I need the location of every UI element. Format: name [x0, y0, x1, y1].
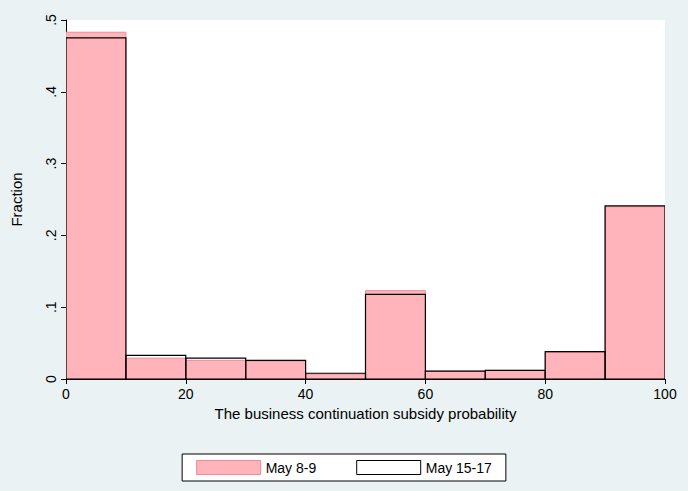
- svg-text:80: 80: [537, 386, 553, 402]
- svg-text:20: 20: [178, 386, 194, 402]
- svg-text:.3: .3: [43, 158, 59, 170]
- svg-text:60: 60: [418, 386, 434, 402]
- svg-text:100: 100: [653, 386, 677, 402]
- svg-text:May 8-9: May 8-9: [266, 460, 317, 476]
- svg-text:.5: .5: [43, 14, 59, 26]
- svg-text:0: 0: [43, 375, 59, 383]
- svg-text:.2: .2: [43, 229, 59, 241]
- svg-text:0: 0: [62, 386, 70, 402]
- svg-text:The business continuation subs: The business continuation subsidy probab…: [215, 405, 517, 422]
- svg-text:.1: .1: [43, 301, 59, 313]
- svg-text:Fraction: Fraction: [8, 172, 25, 226]
- svg-text:40: 40: [298, 386, 314, 402]
- svg-text:.4: .4: [43, 86, 59, 98]
- svg-text:May 15-17: May 15-17: [426, 460, 492, 476]
